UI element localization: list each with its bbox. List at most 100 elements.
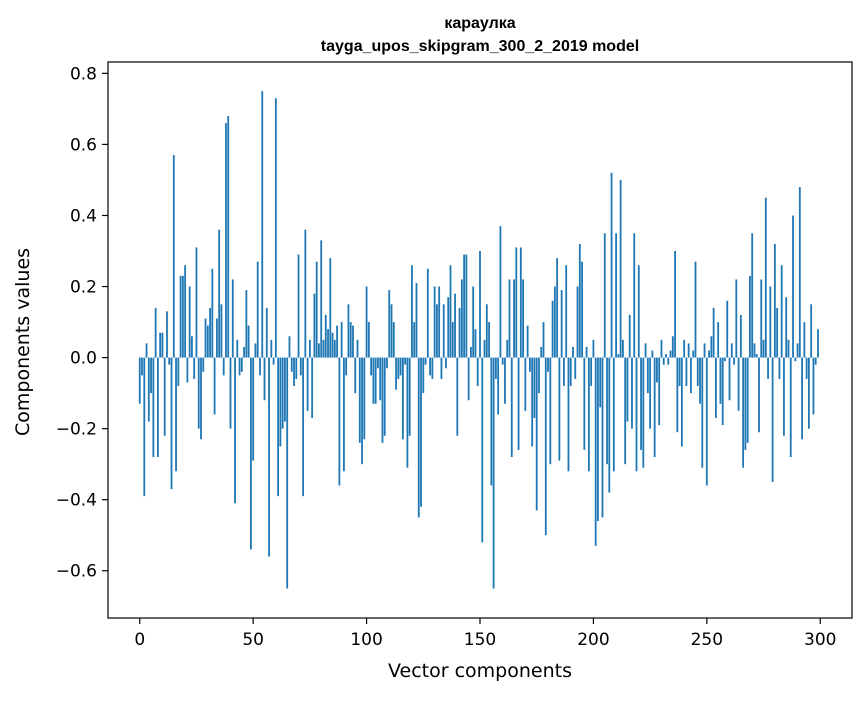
bar-285	[785, 297, 788, 358]
bar-51	[254, 343, 257, 358]
bar-22	[188, 286, 191, 358]
bar-7	[154, 307, 157, 358]
bar-90	[343, 357, 345, 472]
bar-203	[599, 357, 602, 408]
bar-93	[349, 322, 352, 358]
bar-247	[699, 357, 701, 404]
bar-60	[274, 98, 277, 358]
bar-114	[397, 357, 400, 379]
bar-263	[735, 279, 738, 358]
bar-162	[506, 339, 509, 358]
bar-87	[336, 325, 338, 358]
bar-44	[238, 357, 241, 376]
bar-182	[551, 300, 554, 358]
bar-197	[585, 346, 588, 358]
bar-0	[138, 357, 141, 404]
bar-229	[658, 357, 661, 426]
bar-202	[597, 357, 599, 522]
bar-4	[147, 357, 150, 422]
x-tick-label: 100	[350, 630, 382, 650]
bar-272	[755, 354, 758, 358]
bar-39	[227, 116, 230, 358]
y-tick-label: 0.2	[70, 278, 97, 298]
bar-167	[517, 357, 520, 450]
bar-294	[805, 357, 808, 379]
bar-55	[263, 357, 266, 401]
bar-8	[157, 357, 159, 458]
y-axis-label: Components values	[12, 248, 34, 436]
bar-200	[592, 339, 595, 358]
bar-6	[152, 357, 155, 458]
bar-279	[771, 357, 774, 482]
bar-80	[320, 240, 323, 358]
bar-217	[631, 357, 633, 429]
bar-145	[467, 357, 470, 401]
bar-18	[179, 275, 182, 358]
bar-177	[540, 346, 543, 358]
bar-50	[252, 357, 255, 461]
bar-25	[195, 247, 198, 358]
bar-59	[272, 357, 275, 365]
bar-115	[399, 357, 402, 376]
bar-216	[628, 314, 631, 358]
bar-184	[556, 258, 559, 358]
bar-292	[801, 357, 803, 440]
bar-52	[256, 261, 259, 358]
bar-283	[780, 265, 783, 358]
bar-152	[483, 339, 486, 358]
x-tick-label: 0	[134, 630, 145, 650]
bar-63	[281, 357, 284, 429]
bar-170	[524, 357, 527, 411]
bar-201	[594, 357, 597, 546]
bar-149	[476, 357, 479, 387]
bar-142	[460, 279, 463, 358]
bar-194	[578, 243, 581, 358]
bar-72	[302, 357, 304, 497]
bar-23	[191, 336, 193, 358]
bar-143	[463, 254, 466, 358]
bar-238	[678, 357, 681, 387]
bar-148	[474, 329, 477, 358]
bar-61	[277, 357, 280, 497]
bar-276	[764, 197, 767, 358]
bar-264	[737, 357, 740, 411]
bar-138	[451, 322, 454, 358]
bar-297	[812, 357, 815, 415]
bar-288	[792, 215, 794, 358]
bar-79	[318, 343, 320, 358]
bar-249	[703, 343, 706, 358]
bar-199	[590, 357, 593, 387]
bar-26	[197, 357, 200, 429]
bar-85	[331, 332, 334, 358]
bar-11	[163, 357, 166, 436]
bar-54	[261, 91, 264, 358]
bar-94	[352, 325, 354, 358]
plot-frame	[107, 61, 853, 619]
bar-47	[245, 290, 248, 358]
x-axis-ticks: 0 50 100 150 200 250 300	[134, 618, 836, 650]
bar-195	[581, 261, 583, 358]
x-tick-label: 50	[242, 630, 264, 650]
x-tick-label: 300	[804, 630, 836, 650]
bar-113	[395, 357, 397, 390]
bar-186	[560, 290, 563, 358]
bar-134	[442, 304, 445, 358]
bar-33	[213, 357, 216, 415]
bar-223	[644, 343, 647, 358]
bar-240	[683, 339, 686, 358]
bar-275	[762, 339, 765, 358]
bar-228	[656, 357, 658, 383]
bar-20	[184, 265, 187, 358]
bar-41	[231, 279, 234, 358]
bar-212	[619, 179, 622, 358]
bar-278	[769, 286, 772, 358]
bar-108	[383, 357, 386, 436]
bar-75	[308, 339, 311, 358]
bar-173	[531, 357, 534, 447]
bar-37	[222, 357, 225, 376]
bar-103	[372, 357, 375, 404]
bar-112	[392, 322, 395, 358]
bar-125	[422, 357, 425, 394]
bar-291	[798, 187, 801, 358]
